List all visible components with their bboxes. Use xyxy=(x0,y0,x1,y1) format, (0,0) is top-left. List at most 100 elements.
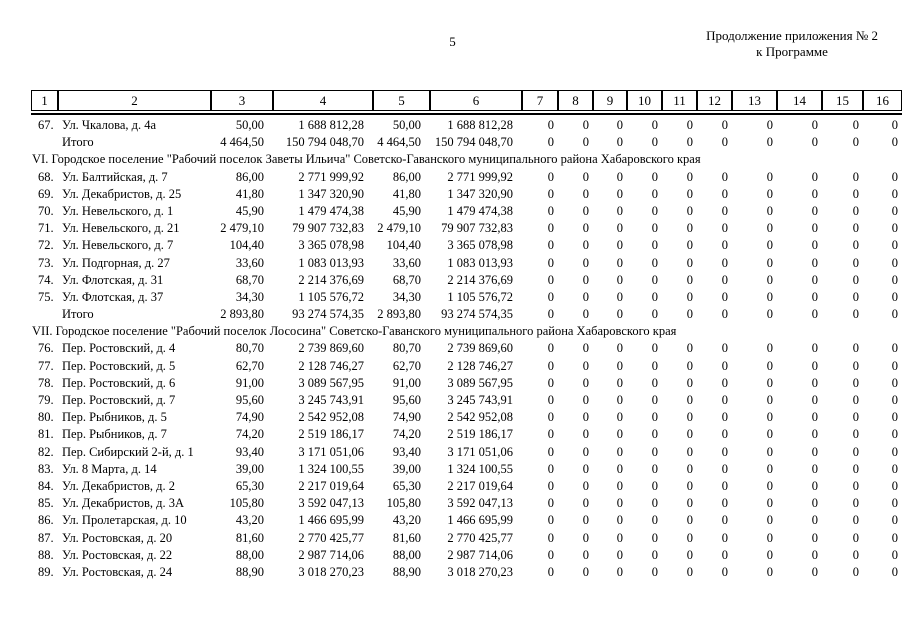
row-number-cell: 82. xyxy=(38,444,54,459)
zero-value-cell: 0 xyxy=(547,341,554,356)
value-cell: 91,00 xyxy=(235,375,264,390)
zero-value-cell: 0 xyxy=(721,358,728,373)
zero-value-cell: 0 xyxy=(852,427,859,442)
zero-value-cell: 0 xyxy=(852,238,859,253)
zero-value-cell: 0 xyxy=(686,221,693,236)
row-number-cell: 67. xyxy=(38,118,54,132)
column-number-cell: 13 xyxy=(732,90,777,111)
zero-value-cell: 0 xyxy=(582,203,589,218)
value-cell: 2 214 376,69 xyxy=(447,272,513,287)
zero-value-cell: 0 xyxy=(582,289,589,304)
table-row: 89. Ул. Ростовская, д. 24 88,90 3 018 270,2… xyxy=(31,564,902,581)
zero-value-cell: 0 xyxy=(852,547,859,562)
row-number-cell: 87. xyxy=(38,530,54,545)
zero-value-cell: 0 xyxy=(582,410,589,425)
zero-value-cell: 0 xyxy=(891,564,898,579)
row-number-cell: 84. xyxy=(38,478,54,493)
zero-value-cell: 0 xyxy=(651,289,658,304)
zero-value-cell: 0 xyxy=(766,358,773,373)
table-row: 68. Ул. Балтийская, д. 7 86,00 2 771 999,92… xyxy=(31,169,902,186)
zero-value-cell: 0 xyxy=(616,358,623,373)
table-row: 88. Ул. Ростовская, д. 22 88,00 2 987 714,0… xyxy=(31,547,902,564)
table-row: 82. Пер. Сибирский 2-й, д. 1 93,40 3 171 05… xyxy=(31,444,902,461)
zero-value-cell: 0 xyxy=(616,203,623,218)
value-cell: 43,20 xyxy=(235,513,264,528)
appendix-header-line2: к Программе xyxy=(756,44,828,59)
zero-value-cell: 0 xyxy=(766,513,773,528)
zero-value-cell: 0 xyxy=(547,289,554,304)
zero-value-cell: 0 xyxy=(852,513,859,528)
value-cell: 65,30 xyxy=(235,478,264,493)
address-cell: Ул. Ростовская, д. 24 xyxy=(62,564,173,579)
zero-value-cell: 0 xyxy=(582,478,589,493)
zero-value-cell: 0 xyxy=(811,307,818,322)
zero-value-cell: 0 xyxy=(616,272,623,287)
zero-value-cell: 0 xyxy=(547,461,554,476)
zero-value-cell: 0 xyxy=(686,118,693,132)
value-cell: 93 274 574,35 xyxy=(292,307,364,322)
value-cell: 74,90 xyxy=(392,410,421,425)
zero-value-cell: 0 xyxy=(721,410,728,425)
value-cell: 93,40 xyxy=(235,444,264,459)
column-number-cell: 14 xyxy=(777,90,822,111)
zero-value-cell: 0 xyxy=(811,547,818,562)
address-cell: Ул. Балтийская, д. 7 xyxy=(62,169,168,184)
zero-value-cell: 0 xyxy=(686,444,693,459)
zero-value-cell: 0 xyxy=(811,341,818,356)
address-cell: Ул. Флотская, д. 31 xyxy=(62,272,164,287)
value-cell: 81,60 xyxy=(392,530,421,545)
zero-value-cell: 0 xyxy=(891,307,898,322)
address-cell: Пер. Ростовский, д. 6 xyxy=(62,375,176,390)
value-cell: 2 987 714,06 xyxy=(447,547,513,562)
zero-value-cell: 0 xyxy=(891,341,898,356)
value-cell: 1 347 320,90 xyxy=(298,186,364,201)
zero-value-cell: 0 xyxy=(852,564,859,579)
address-cell: Ул. Ростовская, д. 20 xyxy=(62,530,173,545)
value-cell: 50,00 xyxy=(235,118,264,132)
value-cell: 2 542 952,08 xyxy=(298,410,364,425)
zero-value-cell: 0 xyxy=(811,255,818,270)
column-number-cell: 3 xyxy=(211,90,273,111)
zero-value-cell: 0 xyxy=(686,478,693,493)
zero-value-cell: 0 xyxy=(766,135,773,150)
zero-value-cell: 0 xyxy=(547,530,554,545)
zero-value-cell: 0 xyxy=(582,341,589,356)
zero-value-cell: 0 xyxy=(547,393,554,407)
table-body: 67. Ул. Чкалова, д. 4а 50,00 1 688 812,28 50… xyxy=(31,117,902,581)
value-cell: 80,70 xyxy=(235,341,264,356)
zero-value-cell: 0 xyxy=(891,547,898,562)
value-cell: 1 688 812,28 xyxy=(447,118,513,132)
zero-value-cell: 0 xyxy=(852,530,859,545)
zero-value-cell: 0 xyxy=(547,203,554,218)
column-number-cell: 1 xyxy=(31,90,58,111)
row-number-cell: 89. xyxy=(38,564,54,579)
zero-value-cell: 0 xyxy=(766,186,773,201)
table-row: 76. Пер. Ростовский, д. 4 80,70 2 739 869,6… xyxy=(31,340,902,357)
value-cell: 3 365 078,98 xyxy=(447,238,513,253)
zero-value-cell: 0 xyxy=(547,221,554,236)
value-cell: 41,80 xyxy=(235,186,264,201)
row-number-cell: 83. xyxy=(38,461,54,476)
column-number-cell: 16 xyxy=(863,90,902,111)
zero-value-cell: 0 xyxy=(582,358,589,373)
value-cell: 2 893,80 xyxy=(377,307,421,322)
value-cell: 2 771 999,92 xyxy=(447,169,513,184)
zero-value-cell: 0 xyxy=(651,118,658,132)
value-cell: 3 592 047,13 xyxy=(298,496,364,511)
zero-value-cell: 0 xyxy=(852,221,859,236)
zero-value-cell: 0 xyxy=(811,272,818,287)
zero-value-cell: 0 xyxy=(891,444,898,459)
column-number-cell: 11 xyxy=(662,90,697,111)
zero-value-cell: 0 xyxy=(852,478,859,493)
zero-value-cell: 0 xyxy=(547,444,554,459)
zero-value-cell: 0 xyxy=(852,496,859,511)
zero-value-cell: 0 xyxy=(811,135,818,150)
zero-value-cell: 0 xyxy=(852,255,859,270)
zero-value-cell: 0 xyxy=(766,289,773,304)
zero-value-cell: 0 xyxy=(582,444,589,459)
zero-value-cell: 0 xyxy=(686,289,693,304)
zero-value-cell: 0 xyxy=(891,203,898,218)
row-number-cell: 69. xyxy=(38,186,54,201)
zero-value-cell: 0 xyxy=(547,272,554,287)
zero-value-cell: 0 xyxy=(766,444,773,459)
